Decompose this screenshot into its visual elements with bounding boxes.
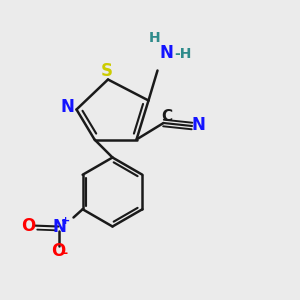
Text: O: O	[21, 217, 36, 235]
Text: S: S	[100, 62, 112, 80]
Text: H: H	[149, 31, 160, 44]
Text: N: N	[52, 218, 66, 236]
Text: C: C	[161, 109, 172, 124]
Text: N: N	[160, 44, 173, 62]
Text: N: N	[61, 98, 74, 116]
Text: +: +	[61, 216, 70, 226]
Text: N: N	[191, 116, 205, 134]
Text: O: O	[51, 242, 65, 260]
Text: -: -	[62, 247, 68, 260]
Text: -H: -H	[174, 47, 192, 61]
